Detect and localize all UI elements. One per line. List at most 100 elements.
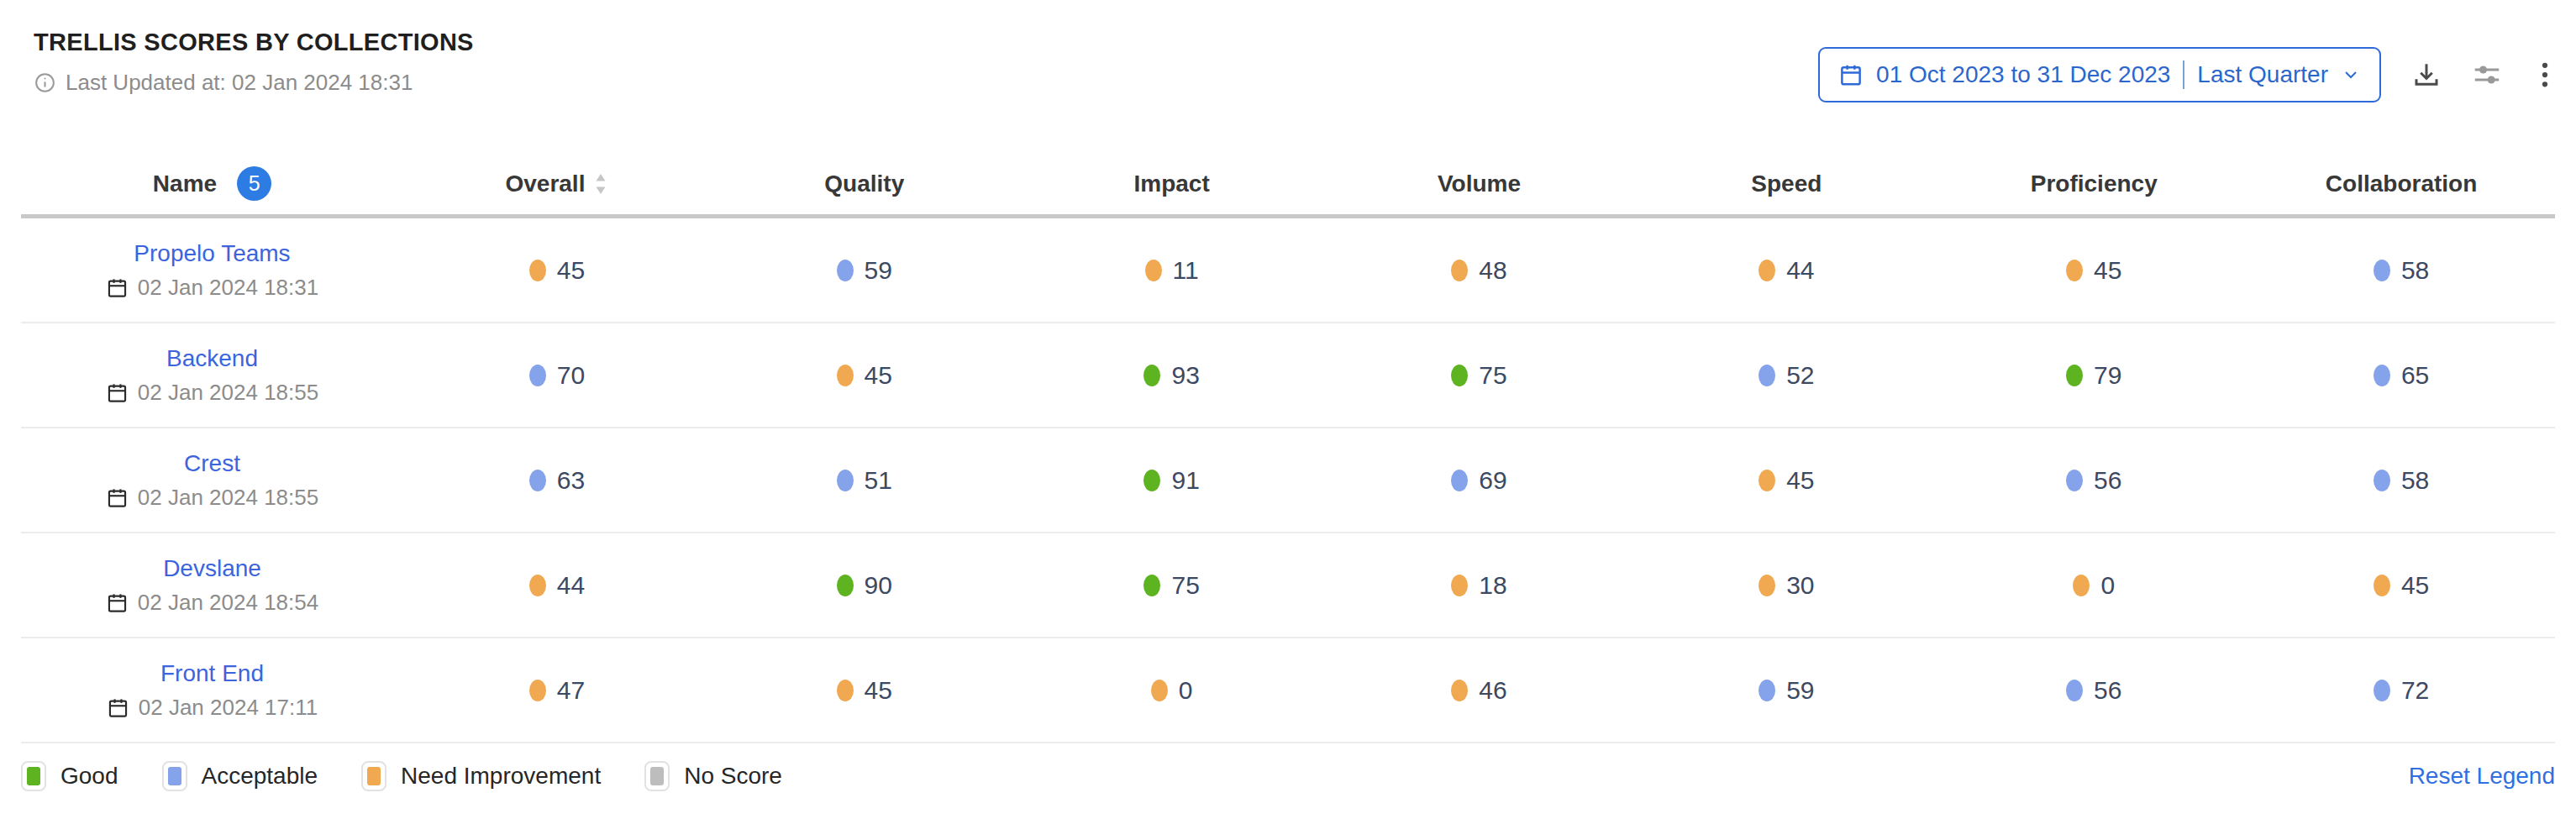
download-icon [2411, 60, 2442, 90]
row-date-line: 02 Jan 2024 18:54 [106, 590, 318, 616]
date-range-preset: Last Quarter [2197, 61, 2328, 88]
score-cell: 58 [2247, 466, 2555, 495]
row-updated-date: 02 Jan 2024 18:31 [138, 275, 318, 301]
name-cell: Crest 02 Jan 2024 18:55 [21, 450, 403, 511]
score-cell: 52 [1632, 361, 1940, 390]
trellis-scores-widget: TRELLIS SCORES BY COLLECTIONS Last Updat… [0, 0, 2576, 840]
legend-swatch [644, 761, 670, 791]
legend-label: Good [60, 763, 118, 790]
score-value: 18 [1479, 571, 1506, 600]
collection-link[interactable]: Backend [166, 345, 258, 372]
score-value: 44 [1786, 256, 1814, 285]
score-cell: 70 [403, 361, 711, 390]
score-status-dot [1451, 365, 1468, 386]
score-value: 56 [2094, 676, 2121, 705]
score-cell: 45 [1632, 466, 1940, 495]
column-header-overall[interactable]: Overall [403, 171, 711, 197]
score-cell: 69 [1326, 466, 1633, 495]
table-header-row: Name 5 Overall Quality Impact Volume Spe… [21, 153, 2555, 218]
score-status-dot [1451, 260, 1468, 281]
score-status-dot [529, 680, 546, 701]
score-value: 91 [1171, 466, 1199, 495]
table-row: Front End 02 Jan 2024 17:11 474504659567… [21, 638, 2555, 743]
score-value: 46 [1479, 676, 1506, 705]
score-cell: 11 [1018, 256, 1326, 285]
score-cell: 45 [403, 256, 711, 285]
sliders-icon [2472, 60, 2502, 90]
score-value: 59 [1786, 676, 1814, 705]
calendar-icon [106, 381, 129, 404]
score-status-dot [2066, 260, 2083, 281]
score-value: 58 [2401, 256, 2429, 285]
score-value: 51 [865, 466, 892, 495]
row-updated-date: 02 Jan 2024 18:54 [138, 590, 318, 616]
score-status-dot [1759, 365, 1775, 386]
more-menu-button[interactable] [2532, 60, 2558, 90]
score-value: 75 [1479, 361, 1506, 390]
settings-button[interactable] [2472, 60, 2502, 90]
score-status-dot [2374, 575, 2390, 596]
score-status-dot [2073, 575, 2090, 596]
score-cell: 63 [403, 466, 711, 495]
legend-item-acceptable[interactable]: Acceptable [162, 761, 318, 791]
legend-label: No Score [684, 763, 782, 790]
collection-link[interactable]: Crest [184, 450, 240, 477]
last-updated-line: Last Updated at: 02 Jan 2024 18:31 [34, 70, 474, 96]
score-cell: 75 [1326, 361, 1633, 390]
score-value: 44 [557, 571, 585, 600]
info-icon[interactable] [34, 71, 56, 94]
toolbar: 01 Oct 2023 to 31 Dec 2023 Last Quarter [1818, 29, 2558, 102]
score-cell: 0 [1940, 571, 2247, 600]
column-header-impact: Impact [1018, 171, 1326, 197]
score-cell: 59 [1632, 676, 1940, 705]
score-cell: 56 [1940, 466, 2247, 495]
reset-legend-link[interactable]: Reset Legend [2409, 763, 2555, 790]
score-value: 75 [1171, 571, 1199, 600]
score-value: 79 [2094, 361, 2121, 390]
legend-item-need_improvement[interactable]: Need Improvement [361, 761, 601, 791]
score-value: 45 [2094, 256, 2121, 285]
row-updated-date: 02 Jan 2024 17:11 [139, 695, 318, 721]
date-range-picker[interactable]: 01 Oct 2023 to 31 Dec 2023 Last Quarter [1818, 47, 2381, 102]
column-header-speed: Speed [1632, 171, 1940, 197]
score-cell: 18 [1326, 571, 1633, 600]
score-status-dot [1451, 575, 1468, 596]
score-cell: 45 [711, 361, 1018, 390]
score-value: 11 [1173, 256, 1199, 285]
score-value: 45 [1786, 466, 1814, 495]
legend-swatch [162, 761, 187, 791]
score-value: 0 [2100, 571, 2115, 600]
score-status-dot [837, 680, 854, 701]
score-status-dot [2066, 365, 2083, 386]
score-status-dot [837, 575, 854, 596]
column-header-quality: Quality [711, 171, 1018, 197]
kebab-menu-icon [2532, 60, 2558, 90]
legend-item-good[interactable]: Good [21, 761, 118, 791]
score-status-dot [837, 470, 854, 491]
column-header-name: Name 5 [21, 166, 403, 201]
collection-link[interactable]: Propelo Teams [134, 240, 290, 267]
legend-swatch [361, 761, 386, 791]
legend-label: Acceptable [202, 763, 318, 790]
row-date-line: 02 Jan 2024 18:31 [106, 275, 318, 301]
score-cell: 51 [711, 466, 1018, 495]
score-value: 45 [865, 361, 892, 390]
score-cell: 65 [2247, 361, 2555, 390]
score-value: 90 [865, 571, 892, 600]
score-cell: 48 [1326, 256, 1633, 285]
widget-header: TRELLIS SCORES BY COLLECTIONS Last Updat… [0, 0, 2576, 102]
legend-item-no_score[interactable]: No Score [644, 761, 782, 791]
score-status-dot [1151, 680, 1168, 701]
score-status-dot [1759, 575, 1775, 596]
legend-label: Need Improvement [401, 763, 601, 790]
collection-link[interactable]: Devslane [163, 555, 261, 582]
score-status-dot [1143, 470, 1160, 491]
collection-link[interactable]: Front End [160, 660, 264, 687]
score-cell: 75 [1018, 571, 1326, 600]
row-updated-date: 02 Jan 2024 18:55 [138, 380, 318, 406]
download-button[interactable] [2411, 60, 2442, 90]
date-range-text: 01 Oct 2023 to 31 Dec 2023 [1876, 61, 2170, 88]
row-updated-date: 02 Jan 2024 18:55 [138, 485, 318, 511]
name-cell: Front End 02 Jan 2024 17:11 [21, 660, 403, 721]
score-cell: 45 [711, 676, 1018, 705]
